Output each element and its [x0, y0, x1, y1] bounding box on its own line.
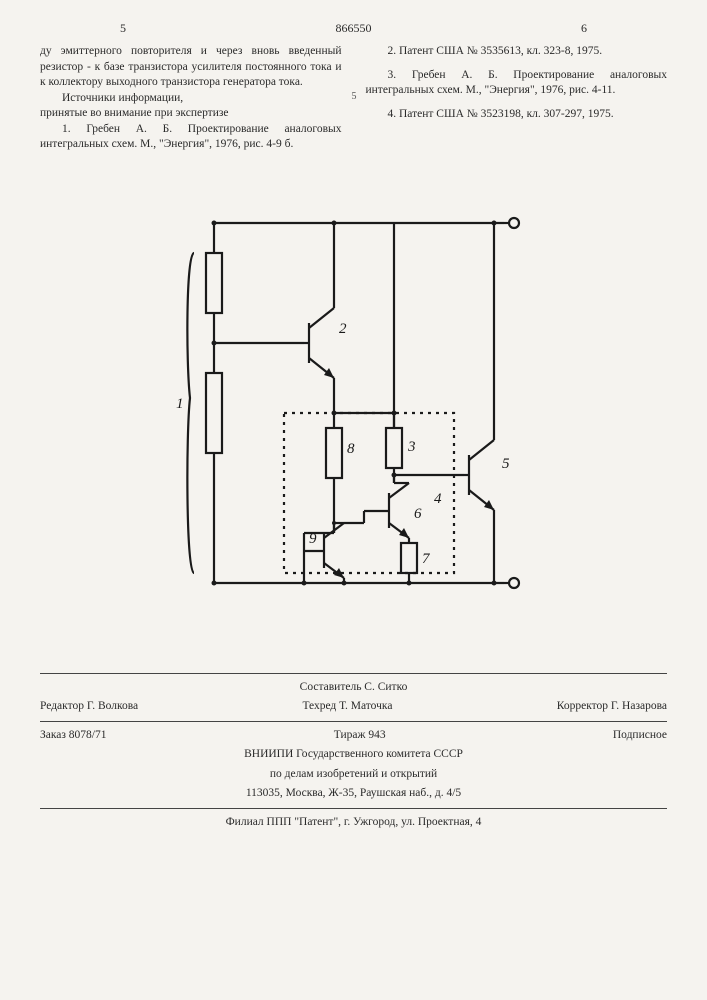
- subscription: Подписное: [613, 728, 667, 744]
- label-1: 1: [176, 396, 184, 412]
- label-8: 8: [347, 441, 355, 457]
- order-number: Заказ 8078/71: [40, 728, 107, 744]
- page-number-left: 5: [120, 20, 126, 36]
- reference-2: 2. Патент США № 3535613, кл. 323-8, 1975…: [366, 44, 668, 60]
- paragraph-continuation: ду эмиттерного повторителя и через вновь…: [40, 44, 342, 91]
- corrector: Корректор Г. Назарова: [557, 699, 667, 715]
- address: 113035, Москва, Ж-35, Раушская наб., д. …: [40, 784, 667, 804]
- reference-4: 4. Патент США № 3523198, кл. 307-297, 19…: [366, 107, 668, 123]
- reference-1: 1. Гребен А. Б. Проектирование аналоговы…: [40, 122, 342, 153]
- org-line-2: по делам изобретений и открытий: [40, 765, 667, 785]
- right-column: 5 2. Патент США № 3535613, кл. 323-8, 19…: [366, 44, 668, 153]
- branch: Филиал ППП "Патент", г. Ужгород, ул. Про…: [40, 813, 667, 833]
- text-columns: ду эмиттерного повторителя и через вновь…: [40, 44, 667, 153]
- editor: Редактор Г. Волкова: [40, 699, 138, 715]
- tirage: Тираж 943: [334, 728, 386, 744]
- page-header: 5 866550 6: [40, 20, 667, 36]
- circuit-svg: 1 2 3 4 5 6 7 8 9: [164, 193, 544, 613]
- imprint-footer: Составитель С. Ситко Редактор Г. Волкова…: [40, 673, 667, 833]
- line-marker: 5: [352, 90, 357, 104]
- label-2: 2: [339, 321, 347, 337]
- circuit-schematic: 1 2 3 4 5 6 7 8 9: [40, 193, 667, 613]
- reference-3: 3. Гребен А. Б. Проектирование аналоговы…: [366, 68, 668, 99]
- label-3: 3: [407, 439, 416, 455]
- label-9: 9: [309, 531, 317, 547]
- compiler: Составитель С. Ситко: [249, 680, 458, 696]
- left-column: ду эмиттерного повторителя и через вновь…: [40, 44, 342, 153]
- sources-subtitle: принятые во внимание при экспертизе: [40, 106, 342, 122]
- label-5: 5: [502, 456, 510, 472]
- page-number-right: 6: [581, 20, 587, 36]
- document-number: 866550: [336, 20, 372, 36]
- label-7: 7: [422, 551, 431, 567]
- sources-title: Источники информации,: [40, 91, 342, 107]
- label-6: 6: [414, 506, 422, 522]
- label-4: 4: [434, 491, 442, 507]
- org-line-1: ВНИИПИ Государственного комитета СССР: [40, 745, 667, 765]
- techred: Техред Т. Маточка: [302, 699, 392, 715]
